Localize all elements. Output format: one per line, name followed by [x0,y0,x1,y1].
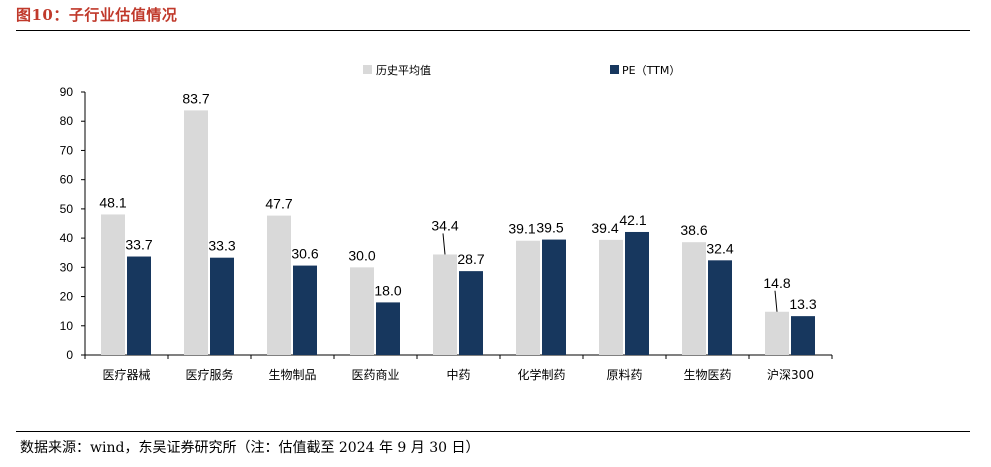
data-label-leader-line [774,290,778,312]
y-tick-label: 50 [60,202,74,216]
data-label-historical-average: 30.0 [348,247,375,263]
title-rule [16,30,970,31]
bar-pe-ttm [127,256,151,355]
y-tick-label: 10 [60,319,74,333]
bar-pe-ttm [459,271,483,355]
bar-pe-ttm [791,316,815,355]
data-label-historical-average: 34.4 [431,217,458,233]
data-label-historical-average: 83.7 [182,90,209,106]
data-label-historical-average: 48.1 [99,194,126,210]
legend-label-pe-ttm: PE（TTM） [622,64,680,77]
data-label-pe-ttm: 28.7 [457,251,484,267]
bar-pe-ttm [708,260,732,355]
y-tick-label: 20 [60,290,74,304]
x-category-label: 医药商业 [351,367,399,382]
bar-historical-average [516,240,540,355]
data-label-historical-average: 47.7 [265,196,292,212]
data-label-historical-average: 39.4 [591,220,618,236]
data-label-pe-ttm: 42.1 [619,212,646,228]
y-tick-label: 60 [60,173,74,187]
bar-historical-average [184,110,208,355]
bar-historical-average [599,239,623,355]
x-category-label: 原料药 [606,368,642,382]
y-tick-label: 80 [60,114,74,128]
legend-label-historical-average: 历史平均值 [376,64,431,77]
bar-historical-average [433,254,457,355]
bar-pe-ttm [376,302,400,355]
data-label-pe-ttm: 39.5 [536,220,563,236]
x-category-label: 医疗器械 [102,367,150,382]
y-tick-label: 40 [60,231,74,245]
bar-historical-average [765,311,789,355]
data-label-historical-average: 14.8 [763,275,790,291]
x-category-label: 中药 [446,367,470,382]
legend-swatch-pe-ttm [610,65,619,74]
bar-historical-average [682,242,706,355]
y-tick-label: 70 [60,143,74,157]
data-label-pe-ttm: 32.4 [706,240,733,256]
bar-pe-ttm [625,231,649,355]
bar-historical-average [267,215,291,355]
bar-pe-ttm [210,257,234,355]
data-label-leader-line [442,233,446,255]
y-tick-label: 0 [66,348,73,362]
legend-swatch-historical-average [363,65,372,74]
bar-historical-average [350,267,374,355]
source-rule [16,431,970,432]
x-category-label: 化学制药 [517,367,565,382]
bar-historical-average [101,214,125,355]
x-category-label: 沪深300 [767,368,814,382]
data-label-historical-average: 38.6 [680,222,707,238]
bar-pe-ttm [293,265,317,355]
data-label-pe-ttm: 30.6 [291,246,318,262]
data-label-pe-ttm: 18.0 [374,282,401,298]
y-tick-label: 90 [60,85,74,99]
figure-title: 图10：子行业估值情况 [16,6,178,24]
y-tick-label: 30 [60,260,74,274]
data-label-historical-average: 39.1 [508,221,535,237]
bar-pe-ttm [542,239,566,355]
data-label-pe-ttm: 13.3 [789,296,816,312]
source-note: 数据来源：wind，东吴证券研究所（注：估值截至 2024 年 9 月 30 日… [20,440,480,456]
x-category-label: 医疗服务 [185,367,233,382]
x-category-label: 生物制品 [268,368,316,382]
data-label-pe-ttm: 33.7 [125,237,152,253]
data-label-pe-ttm: 33.3 [208,238,235,254]
x-category-label: 生物医药 [683,368,731,382]
